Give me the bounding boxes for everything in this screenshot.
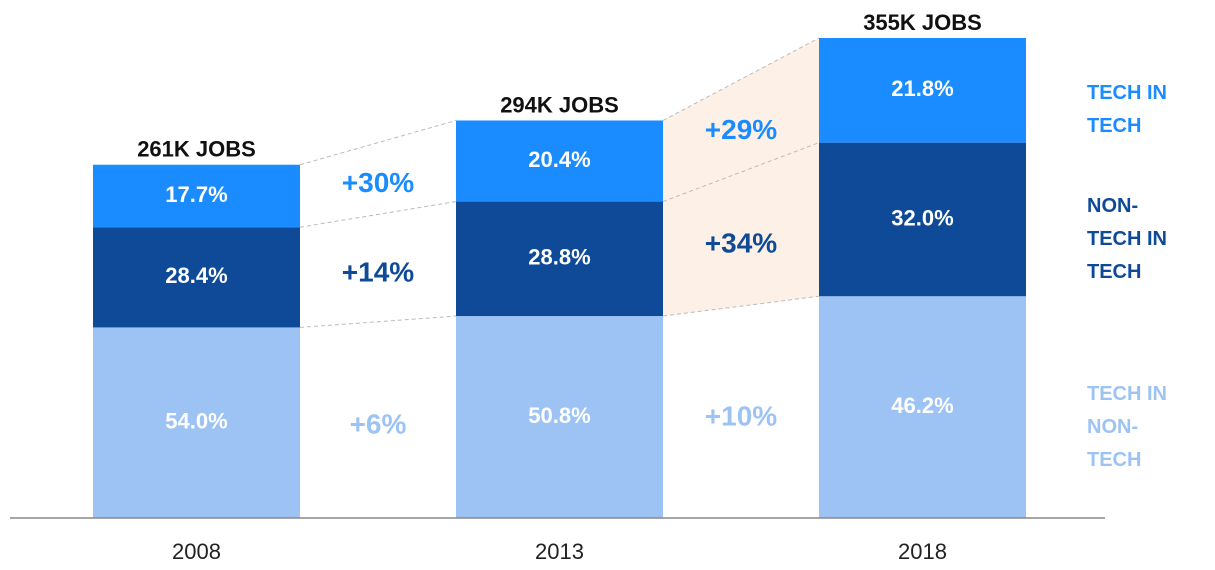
change-label: +6% xyxy=(350,408,407,439)
total-label: 294K JOBS xyxy=(500,92,619,117)
x-tick-label: 2013 xyxy=(535,539,584,564)
bar-segment xyxy=(456,201,663,317)
value-label: 28.8% xyxy=(528,245,590,270)
total-label: 355K JOBS xyxy=(863,10,982,35)
legend-entry: NON-TECH IN TECH xyxy=(1087,194,1167,283)
value-label: 21.8% xyxy=(891,76,953,101)
bar-segment xyxy=(93,164,300,228)
change-label: +34% xyxy=(705,228,777,259)
bar-segment xyxy=(819,38,1026,143)
total-label: 261K JOBS xyxy=(137,137,256,162)
bar-segment xyxy=(456,316,663,518)
x-tick-label: 2008 xyxy=(172,539,221,564)
bar-segment xyxy=(93,227,300,328)
connector xyxy=(299,315,457,328)
highlight xyxy=(663,38,819,317)
value-label: 46.2% xyxy=(891,393,953,418)
bar-segment xyxy=(456,120,663,202)
value-label: 28.4% xyxy=(165,263,227,288)
x-tick-label: 2018 xyxy=(898,539,947,564)
value-label: 17.7% xyxy=(165,182,227,207)
value-label: 54.0% xyxy=(165,409,227,434)
connector xyxy=(299,201,457,228)
value-label: 50.8% xyxy=(528,403,590,428)
legend-entry: TECH IN NON-TECH xyxy=(1087,382,1167,471)
connector xyxy=(662,295,820,317)
bar-segment xyxy=(93,327,300,518)
value-label: 32.0% xyxy=(891,205,953,230)
bar-segment xyxy=(819,296,1026,518)
change-label: +29% xyxy=(705,114,777,145)
connector xyxy=(299,119,457,166)
change-label: +30% xyxy=(342,167,414,198)
change-label: +14% xyxy=(342,256,414,287)
legend-entry: TECH IN TECH xyxy=(1087,82,1167,138)
change-label: +10% xyxy=(705,400,777,431)
bar-segment xyxy=(819,142,1026,297)
connector xyxy=(662,37,820,121)
value-label: 20.4% xyxy=(528,147,590,172)
